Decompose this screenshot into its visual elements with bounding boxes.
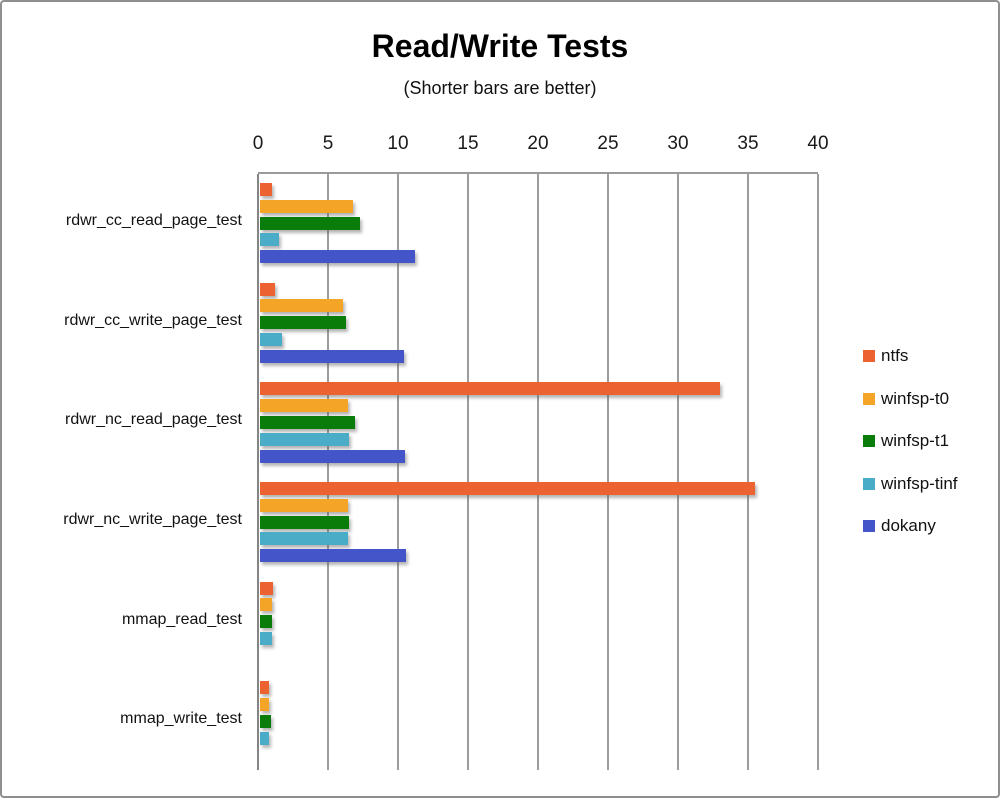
gridline: [327, 174, 329, 770]
bar-winfsp-t1: [260, 515, 349, 529]
bar-winfsp-t0: [260, 698, 269, 712]
legend-swatch: [863, 350, 875, 362]
legend-item: winfsp-t0: [863, 389, 949, 409]
bar-dokany: [260, 250, 415, 264]
gridline: [397, 174, 399, 770]
bar-ntfs: [260, 482, 755, 495]
legend-swatch: [863, 477, 875, 490]
category-label: rdwr_nc_read_page_test: [64, 411, 242, 429]
bar-winfsp-tinf: [260, 432, 349, 446]
bar-winfsp-t1: [260, 714, 271, 728]
x-tick-label: 0: [252, 133, 264, 154]
bar-winfsp-t0: [260, 498, 348, 512]
bar-winfsp-t1: [260, 615, 272, 629]
legend-swatch: [863, 392, 875, 405]
legend-label: winfsp-tinf: [881, 473, 958, 493]
bar-winfsp-tinf: [260, 731, 269, 745]
bar-dokany: [260, 449, 405, 463]
bar-winfsp-tinf: [260, 632, 272, 646]
legend-item: ntfs: [863, 346, 908, 366]
legend-item: winfsp-tinf: [863, 474, 958, 494]
legend-label: ntfs: [881, 346, 909, 365]
bar-ntfs: [260, 581, 273, 595]
x-tick-label: 20: [527, 133, 549, 154]
x-tick-label: 15: [457, 133, 479, 154]
x-tick-label: 40: [807, 133, 829, 154]
legend-swatch: [863, 520, 875, 532]
bar-ntfs: [260, 282, 275, 296]
legend-label: winfsp-t0: [881, 388, 950, 408]
gridline: [677, 174, 679, 770]
legend-label: dokany: [881, 516, 936, 535]
category-label: mmap_read_test: [121, 610, 242, 628]
bar-dokany: [260, 349, 404, 363]
gridline: [817, 174, 819, 770]
bar-ntfs: [260, 681, 269, 695]
chart-subtitle: (Shorter bars are better): [403, 78, 597, 98]
x-tick-label: 35: [737, 133, 759, 154]
x-tick-label: 25: [597, 133, 619, 154]
gridline: [467, 174, 469, 770]
gridline: [747, 174, 749, 770]
category-label: rdwr_cc_read_page_test: [65, 211, 242, 229]
x-tick-label: 10: [387, 133, 409, 154]
bar-winfsp-t0: [260, 399, 348, 413]
bar-winfsp-tinf: [260, 333, 282, 347]
bar-winfsp-t1: [260, 316, 346, 330]
bar-dokany: [260, 549, 406, 563]
bar-winfsp-t1: [260, 415, 355, 429]
bar-winfsp-tinf: [260, 532, 348, 546]
x-tick-label: 30: [667, 133, 689, 154]
bar-winfsp-t0: [260, 299, 343, 313]
bar-ntfs: [260, 382, 720, 396]
chart-title: Read/Write Tests: [371, 28, 629, 64]
x-tick-label: 5: [322, 133, 334, 154]
plot-area: [257, 172, 819, 770]
category-label: mmap_write_test: [120, 710, 242, 728]
category-label: rdwr_nc_write_page_test: [63, 510, 242, 528]
bar-winfsp-t0: [260, 598, 272, 612]
legend-label: winfsp-t1: [881, 431, 950, 450]
bar-winfsp-t0: [260, 199, 353, 213]
bar-winfsp-t1: [260, 216, 360, 230]
gridline: [607, 174, 609, 770]
legend-swatch: [863, 435, 875, 447]
gridline: [537, 174, 539, 770]
bar-ntfs: [260, 183, 272, 196]
legend-item: winfsp-t1: [863, 431, 949, 451]
y-axis-line: [257, 174, 259, 770]
category-label: rdwr_cc_write_page_test: [64, 311, 242, 329]
bar-winfsp-tinf: [260, 233, 279, 247]
legend-item: dokany: [863, 516, 936, 536]
